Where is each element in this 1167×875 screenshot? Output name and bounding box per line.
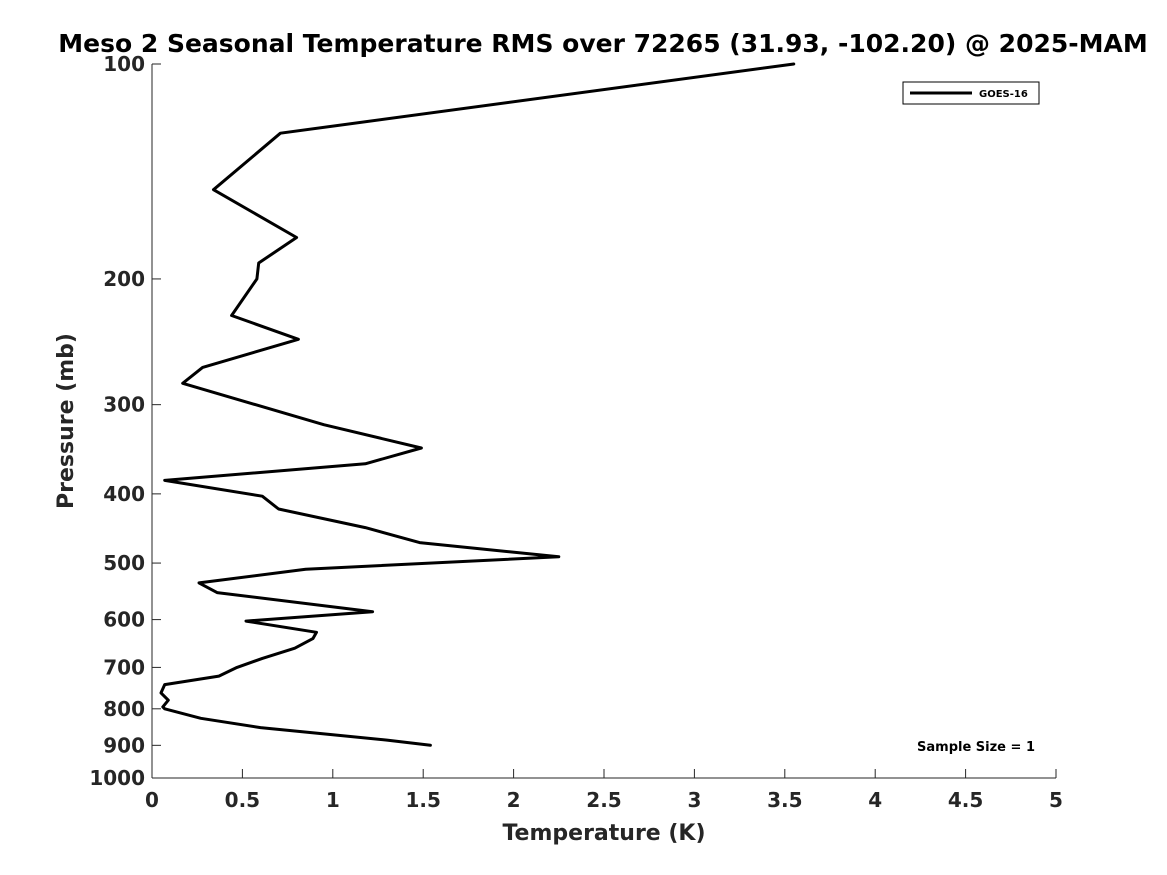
y-tick-label: 900 — [103, 733, 145, 757]
chart-title: Meso 2 Seasonal Temperature RMS over 722… — [58, 29, 1147, 58]
x-tick-label: 4 — [868, 788, 882, 812]
x-tick-label: 0.5 — [225, 788, 260, 812]
x-tick-label: 3.5 — [767, 788, 802, 812]
x-tick-label: 5 — [1049, 788, 1063, 812]
x-tick-label: 2 — [507, 788, 521, 812]
y-tick-label: 400 — [103, 482, 145, 506]
x-tick-label: 1.5 — [405, 788, 440, 812]
sample-size-annotation: Sample Size = 1 — [917, 740, 1035, 755]
series-line-goes-16 — [159, 62, 796, 747]
plot-area — [152, 64, 1056, 778]
y-axis-ticks: 100 200 300 400 500 600 700 800 900 1000 — [89, 52, 161, 790]
y-tick-label: 700 — [103, 655, 145, 679]
y-tick-label: 200 — [103, 267, 145, 291]
y-tick-label: 500 — [103, 551, 145, 575]
series-layer — [159, 62, 796, 747]
x-axis-label: Temperature (K) — [502, 821, 705, 846]
y-tick-label: 300 — [103, 393, 145, 417]
y-tick-label: 100 — [103, 52, 145, 76]
y-axis-label: Pressure (mb) — [54, 333, 79, 509]
y-tick-label: 800 — [103, 697, 145, 721]
x-tick-label: 3 — [687, 788, 701, 812]
x-tick-label: 4.5 — [948, 788, 983, 812]
x-tick-label: 1 — [326, 788, 340, 812]
legend-label-goes-16: GOES-16 — [979, 89, 1028, 100]
y-tick-label: 600 — [103, 608, 145, 632]
x-axis-ticks: 0 0.5 1 1.5 2 2.5 3 3.5 4 4.5 5 — [145, 769, 1063, 812]
x-tick-label: 0 — [145, 788, 159, 812]
y-tick-label: 1000 — [89, 766, 145, 790]
legend: GOES-16 — [902, 81, 1040, 105]
x-tick-label: 2.5 — [586, 788, 621, 812]
